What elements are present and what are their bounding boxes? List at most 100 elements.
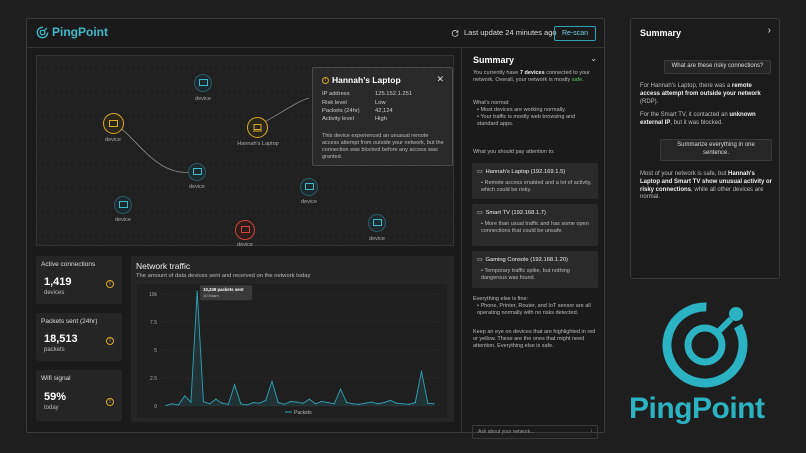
data-point: [277, 402, 279, 404]
detail-key: Risk level: [322, 99, 347, 106]
device-detail-popup: ! Hannah’s Laptop ✕ IP address 125.152.1.…: [312, 67, 453, 166]
device-name: Smart TV (192.168.1.7): [485, 210, 546, 216]
device-icon: [198, 79, 208, 86]
ask-placeholder: Ask about your network...: [478, 429, 535, 435]
answer-text: For Hannah's Laptop, there was a: [640, 83, 732, 89]
device-alert-note: • Remote access enabled and a lot of act…: [481, 180, 592, 194]
info-icon[interactable]: !: [106, 398, 114, 406]
warning-device-node[interactable]: [103, 113, 124, 134]
app-name: PingPoint: [52, 25, 108, 39]
stat-card-wifi-signal[interactable]: Wifi signal 59% today !: [36, 370, 122, 421]
data-point: [302, 402, 304, 404]
chat-answer: Most of your network is safe, but Hannah…: [640, 171, 773, 202]
intro-text: You currently have: [473, 70, 520, 76]
refresh-icon: [451, 29, 459, 37]
summary-title: Summary: [473, 55, 515, 65]
summary-panel: Summary ⌄ You currently have 7 devices c…: [461, 48, 605, 439]
popup-title: ! Hannah’s Laptop: [322, 75, 401, 85]
data-point: [265, 399, 267, 401]
data-point: [202, 400, 204, 403]
device-label: device: [195, 96, 211, 102]
data-point: [184, 395, 186, 397]
send-icon[interactable]: ↓: [590, 428, 593, 434]
answer-emphasis: Hannah's Laptop and Smart TV show unusua…: [640, 171, 773, 193]
answer-text: For the Smart TV, it contacted an: [640, 112, 730, 118]
data-point: [396, 402, 398, 404]
device-name: Hannah's Laptop (192.169.1.5): [485, 169, 566, 175]
list-item: • Your traffic is mostly web browsing an…: [477, 114, 576, 128]
detail-key: IP address: [322, 91, 350, 98]
danger-device-node[interactable]: [235, 220, 255, 240]
stat-sub: packets: [44, 347, 65, 353]
list-item: • Most devices are working normally.: [477, 107, 566, 114]
chevron-down-icon[interactable]: ⌄: [590, 54, 597, 63]
data-point: [171, 403, 173, 405]
app-logo[interactable]: PingPoint: [36, 25, 108, 39]
traffic-chart[interactable]: 10k 7.5 5 2.5 0 10,249 packets sent 10:04am Pac…: [137, 284, 447, 418]
device-icon: [372, 219, 382, 226]
packets-area: [166, 291, 434, 406]
data-point: [420, 370, 423, 372]
device-alert-note: • Temporary traffic spike, but nothing d…: [481, 268, 570, 282]
warning-icon: !: [322, 76, 329, 84]
data-point: [377, 403, 379, 405]
device-alert-card[interactable]: ▭ Gaming Console (192.168.1.20) • Tempora…: [472, 251, 598, 288]
laptop-icon: [253, 123, 262, 131]
info-icon[interactable]: !: [106, 337, 114, 345]
intro-text: .: [582, 77, 584, 84]
data-point: [227, 403, 229, 405]
close-icon[interactable]: ✕: [436, 74, 444, 84]
list-item: • Phone, Printer, Router, and IoT sensor…: [477, 303, 591, 317]
app-window: PingPoint Last update 24 minutes ago Re-…: [26, 18, 605, 439]
detail-value: 42,124: [375, 107, 393, 114]
device-node[interactable]: [300, 178, 318, 196]
device-node[interactable]: [368, 214, 386, 232]
stat-card-packets-sent[interactable]: Packets sent (24hr) 18,513 packets !: [36, 313, 122, 361]
data-point: [327, 402, 329, 404]
data-point: [290, 400, 292, 403]
detail-key: Activity level: [322, 116, 354, 123]
device-node[interactable]: [114, 196, 132, 214]
stat-card-active-connections[interactable]: Active connections 1,419 devices !: [36, 256, 122, 304]
pingpoint-logo-icon: [36, 26, 49, 38]
detail-row: IP address 125.152.1.251: [322, 90, 412, 98]
fine-section: Everything else is fine: • Phone, Printe…: [473, 296, 598, 317]
rescan-button[interactable]: Re-scan: [554, 26, 596, 41]
data-point: [258, 402, 261, 404]
device-icon: [304, 183, 314, 190]
device-alert-card[interactable]: ▭ Hannah's Laptop (192.169.1.5) • Remote …: [472, 163, 598, 199]
chevron-right-icon[interactable]: ›: [767, 25, 771, 36]
answer-emphasis: unknown external IP: [640, 112, 756, 126]
device-label: device: [301, 199, 317, 205]
ask-input[interactable]: Ask about your network... ↓: [472, 425, 598, 439]
device-node[interactable]: [188, 163, 206, 181]
device-alert-card[interactable]: ▭ Smart TV (192.168.1.7) • More than usua…: [472, 204, 598, 246]
tooltip-time: 10:04am: [203, 293, 219, 298]
data-point: [177, 404, 180, 406]
device-icon: [192, 168, 202, 175]
user-question-chip[interactable]: What are these risky connections?: [664, 60, 771, 74]
data-point: [321, 400, 323, 403]
data-point: [358, 403, 360, 405]
data-point: [333, 403, 335, 405]
data-point: [209, 403, 211, 405]
stat-value: 59%: [44, 391, 67, 403]
last-update: Last update 24 minutes ago: [451, 28, 557, 37]
info-icon[interactable]: !: [106, 280, 114, 288]
detail-row: Packets (24hr) 42,124: [322, 107, 412, 115]
data-point: [296, 401, 298, 403]
device-count: 7 devices: [519, 70, 545, 76]
detail-value: Low: [375, 99, 386, 106]
intro-text: connected to your network. Overall, your…: [473, 70, 590, 84]
device-node[interactable]: [194, 74, 212, 92]
last-update-text: Last update 24 minutes ago: [464, 28, 557, 37]
stat-sub: today: [44, 405, 59, 411]
user-question-chip[interactable]: Summarize everything in one sentence.: [660, 139, 772, 161]
answer-text: , but it was blocked.: [670, 119, 724, 126]
network-map[interactable]: device device Hannah's Laptop device dev…: [36, 55, 454, 248]
hannahs-laptop-label: Hannah's Laptop: [237, 141, 279, 147]
hannahs-laptop-node[interactable]: [247, 117, 268, 138]
data-point: [408, 403, 410, 405]
normal-section: What's normal: • Most devices are workin…: [473, 100, 598, 129]
device-label: device: [105, 137, 121, 143]
